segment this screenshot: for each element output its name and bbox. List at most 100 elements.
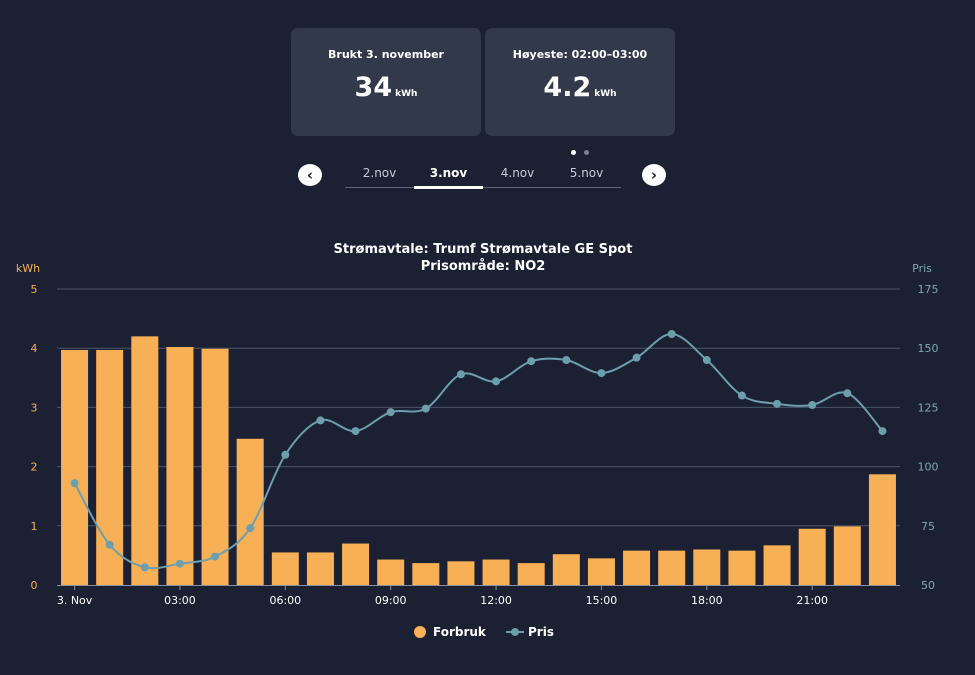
price-point xyxy=(878,427,887,436)
price-point xyxy=(105,540,114,549)
price-point xyxy=(737,391,746,400)
x-axis-tick-label: 15:00 xyxy=(586,594,618,607)
tab-5-nov[interactable]: 5.nov xyxy=(569,166,604,180)
price-point xyxy=(351,427,360,436)
bar xyxy=(166,347,194,585)
x-axis-tick-label: 09:00 xyxy=(375,594,407,607)
left-axis-title: kWh xyxy=(16,262,40,275)
price-point xyxy=(492,377,501,386)
date-tabs: 2.nov 3.nov 4.nov 5.nov xyxy=(345,160,621,189)
bar xyxy=(517,563,545,585)
price-point xyxy=(456,370,465,379)
price-point xyxy=(246,524,255,533)
peak-card: Høyeste: 02:00–03:00 4.2 kWh xyxy=(485,28,675,155)
line-series-pris xyxy=(70,329,887,572)
bar xyxy=(798,528,826,585)
right-axis-tick-label: 75 xyxy=(921,520,935,533)
price-point xyxy=(597,369,606,378)
x-axis-tick-label: 12:00 xyxy=(480,594,512,607)
price-point xyxy=(140,563,149,572)
left-axis-tick-label: 2 xyxy=(31,461,38,474)
price-point xyxy=(211,552,220,561)
x-axis-tick-label: 06:00 xyxy=(269,594,301,607)
bar xyxy=(271,552,299,585)
peak-value: 4.2 xyxy=(543,72,592,103)
consumption-unit: kWh xyxy=(395,89,418,99)
peak-card-title: Høyeste: 02:00–03:00 xyxy=(512,48,648,61)
bar xyxy=(412,563,440,585)
bar xyxy=(833,526,861,585)
price-point xyxy=(316,416,325,425)
right-axis-title: Pris xyxy=(912,262,932,275)
bar xyxy=(482,559,510,585)
bar xyxy=(342,543,370,585)
tab-4-nov[interactable]: 4.nov xyxy=(500,166,535,180)
bar xyxy=(693,549,721,585)
left-axis-tick-label: 5 xyxy=(31,283,38,296)
consumption-value: 34 xyxy=(354,72,393,103)
chevron-right-icon: › xyxy=(650,165,658,184)
bar xyxy=(377,559,405,585)
right-axis-tick-label: 125 xyxy=(918,401,939,414)
prev-day-button[interactable]: ‹ xyxy=(298,164,322,186)
price-point xyxy=(70,479,79,488)
legend-marker-forbruk xyxy=(414,626,426,638)
left-axis-tick-label: 1 xyxy=(31,520,38,533)
price-point xyxy=(667,329,676,338)
consumption-card-value-row: 34 kWh xyxy=(291,72,481,103)
price-point xyxy=(843,389,852,398)
price-point xyxy=(702,356,711,365)
chart-axes: 0 1 2 3 4 5 50 75 100 125 150 175 3. Nov 03:00 06:00 09… xyxy=(31,283,939,607)
left-axis-tick-label: 3 xyxy=(31,401,38,414)
price-point xyxy=(632,353,641,362)
bar xyxy=(728,550,756,585)
x-axis-tick-label: 21:00 xyxy=(796,594,828,607)
tab-3-nov[interactable]: 3.nov xyxy=(414,160,483,189)
price-point xyxy=(281,450,290,459)
legend-label-pris: Pris xyxy=(528,625,554,639)
price-point xyxy=(808,401,817,410)
carousel-dot[interactable] xyxy=(571,150,576,155)
right-axis-tick-label: 100 xyxy=(918,461,939,474)
price-line xyxy=(73,332,884,570)
next-day-button[interactable]: › xyxy=(642,164,666,186)
bar xyxy=(552,554,580,585)
bar xyxy=(658,550,686,585)
x-axis-tick-label: 18:00 xyxy=(691,594,723,607)
chart-legend: Forbruk Pris xyxy=(414,625,554,639)
peak-unit: kWh xyxy=(594,89,617,99)
carousel-dot[interactable] xyxy=(584,150,589,155)
right-axis-tick-label: 150 xyxy=(918,342,939,355)
chevron-left-icon: ‹ xyxy=(306,165,314,184)
x-axis-tick-label: 03:00 xyxy=(164,594,196,607)
legend-marker-pris xyxy=(511,628,519,636)
x-axis-tick-label: 3. Nov xyxy=(57,594,93,607)
peak-card-value-row: 4.2 kWh xyxy=(485,72,675,103)
right-axis-tick-label: 50 xyxy=(921,579,935,592)
price-point xyxy=(562,356,571,365)
left-axis-tick-label: 4 xyxy=(31,342,38,355)
price-point xyxy=(175,559,184,568)
bar xyxy=(763,545,791,585)
carousel-dots xyxy=(485,150,675,155)
bar xyxy=(868,474,896,585)
price-point xyxy=(527,357,536,366)
consumption-card-title: Brukt 3. november xyxy=(328,48,444,61)
price-point xyxy=(773,399,782,408)
left-axis-tick-label: 0 xyxy=(31,579,38,592)
bar xyxy=(201,348,229,585)
price-point xyxy=(421,404,430,413)
bar-series-forbruk xyxy=(61,336,896,585)
consumption-card: Brukt 3. november 34 kWh xyxy=(291,28,481,136)
bar xyxy=(131,336,159,585)
right-axis-tick-label: 175 xyxy=(918,283,939,296)
bar xyxy=(61,349,89,585)
legend-label-forbruk: Forbruk xyxy=(433,625,487,639)
bar xyxy=(623,550,651,585)
bar xyxy=(96,349,124,585)
bar xyxy=(447,561,475,585)
bar xyxy=(306,552,334,585)
tab-2-nov[interactable]: 2.nov xyxy=(362,166,397,180)
chart-title: Strømavtale: Trumf Strømavtale GE Spot xyxy=(334,242,633,257)
